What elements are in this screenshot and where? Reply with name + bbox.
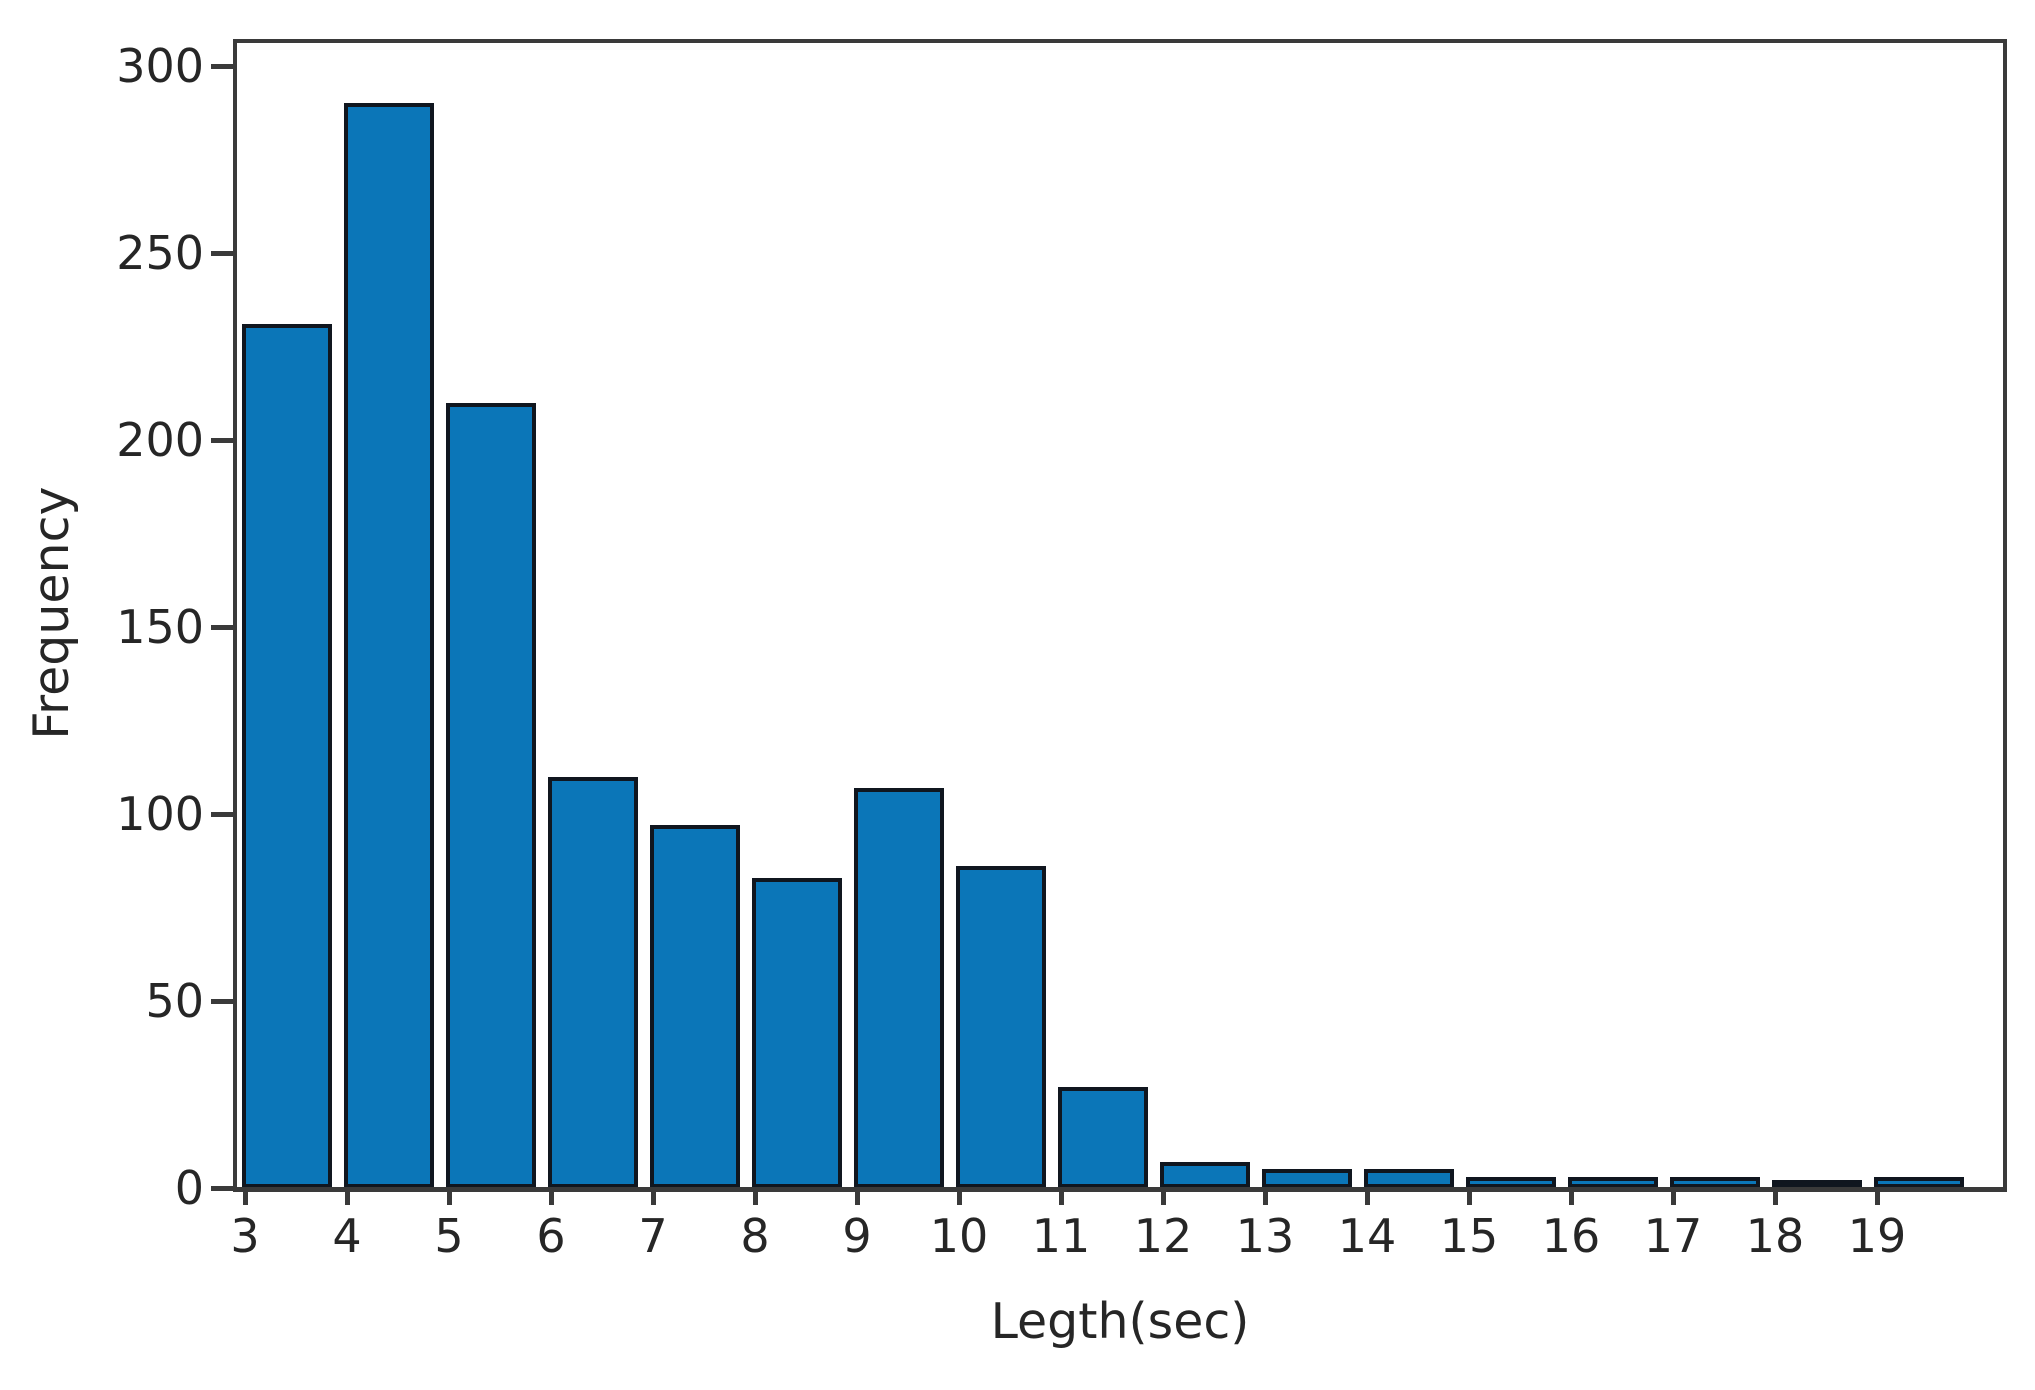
x-tick-label: 9 bbox=[842, 1209, 872, 1263]
x-tick-label: 11 bbox=[1031, 1209, 1091, 1263]
x-tick-label: 6 bbox=[536, 1209, 566, 1263]
x-tick-label: 4 bbox=[332, 1209, 362, 1263]
x-tick-mark bbox=[1671, 1191, 1676, 1205]
bar-bin-14 bbox=[1364, 1169, 1454, 1188]
x-tick-label: 3 bbox=[230, 1209, 260, 1263]
y-tick-mark bbox=[211, 251, 233, 256]
bar-bin-5 bbox=[446, 403, 536, 1188]
bar-bin-10 bbox=[956, 866, 1046, 1188]
y-tick-mark bbox=[211, 625, 233, 630]
bar-bin-13 bbox=[1262, 1169, 1352, 1188]
y-tick-label: 150 bbox=[116, 600, 204, 654]
bar-bin-17 bbox=[1670, 1177, 1760, 1188]
bar-bin-9 bbox=[854, 788, 944, 1188]
x-tick-label: 12 bbox=[1133, 1209, 1193, 1263]
x-tick-mark bbox=[1161, 1191, 1166, 1205]
y-tick-mark bbox=[211, 438, 233, 443]
x-tick-label: 17 bbox=[1643, 1209, 1703, 1263]
y-tick-mark bbox=[211, 1186, 233, 1191]
x-tick-label: 16 bbox=[1541, 1209, 1601, 1263]
x-tick-mark bbox=[243, 1191, 248, 1205]
x-tick-label: 19 bbox=[1847, 1209, 1907, 1263]
bar-bin-3 bbox=[242, 324, 332, 1188]
y-tick-label: 100 bbox=[116, 787, 204, 841]
x-tick-label: 5 bbox=[434, 1209, 464, 1263]
x-tick-mark bbox=[549, 1191, 554, 1205]
bar-bin-8 bbox=[752, 878, 842, 1188]
x-tick-mark bbox=[1875, 1191, 1880, 1205]
y-axis-title: Frequency bbox=[23, 486, 80, 740]
x-tick-mark bbox=[651, 1191, 656, 1205]
y-tick-label: 50 bbox=[145, 974, 204, 1028]
x-tick-mark bbox=[1365, 1191, 1370, 1205]
x-tick-mark bbox=[1263, 1191, 1268, 1205]
x-tick-label: 18 bbox=[1745, 1209, 1805, 1263]
y-tick-label: 0 bbox=[174, 1161, 204, 1215]
x-tick-label: 10 bbox=[929, 1209, 989, 1263]
x-tick-mark bbox=[1467, 1191, 1472, 1205]
x-axis-title: Legth(sec) bbox=[990, 1293, 1250, 1350]
x-tick-label: 13 bbox=[1235, 1209, 1295, 1263]
bar-bin-16 bbox=[1568, 1177, 1658, 1188]
x-tick-label: 14 bbox=[1337, 1209, 1397, 1263]
x-axis-spine bbox=[233, 1187, 2007, 1191]
bar-bin-18 bbox=[1772, 1180, 1862, 1188]
y-tick-label: 250 bbox=[116, 226, 204, 280]
x-tick-mark bbox=[1059, 1191, 1064, 1205]
x-tick-mark bbox=[753, 1191, 758, 1205]
y-tick-label: 200 bbox=[116, 413, 204, 467]
x-tick-mark bbox=[447, 1191, 452, 1205]
bar-bin-4 bbox=[344, 103, 434, 1188]
y-tick-label: 300 bbox=[116, 39, 204, 93]
bar-bin-11 bbox=[1058, 1087, 1148, 1188]
bar-bin-19 bbox=[1874, 1177, 1964, 1188]
y-tick-mark bbox=[211, 812, 233, 817]
x-tick-label: 7 bbox=[638, 1209, 668, 1263]
x-tick-mark bbox=[1773, 1191, 1778, 1205]
y-tick-mark bbox=[211, 64, 233, 69]
x-tick-mark bbox=[957, 1191, 962, 1205]
bar-bin-7 bbox=[650, 825, 740, 1188]
x-tick-mark bbox=[345, 1191, 350, 1205]
x-tick-mark bbox=[1569, 1191, 1574, 1205]
bar-bin-6 bbox=[548, 777, 638, 1188]
y-tick-mark bbox=[211, 999, 233, 1004]
x-tick-label: 8 bbox=[740, 1209, 770, 1263]
x-tick-label: 15 bbox=[1439, 1209, 1499, 1263]
bar-bin-15 bbox=[1466, 1177, 1556, 1188]
bar-bin-12 bbox=[1160, 1162, 1250, 1188]
x-tick-mark bbox=[855, 1191, 860, 1205]
